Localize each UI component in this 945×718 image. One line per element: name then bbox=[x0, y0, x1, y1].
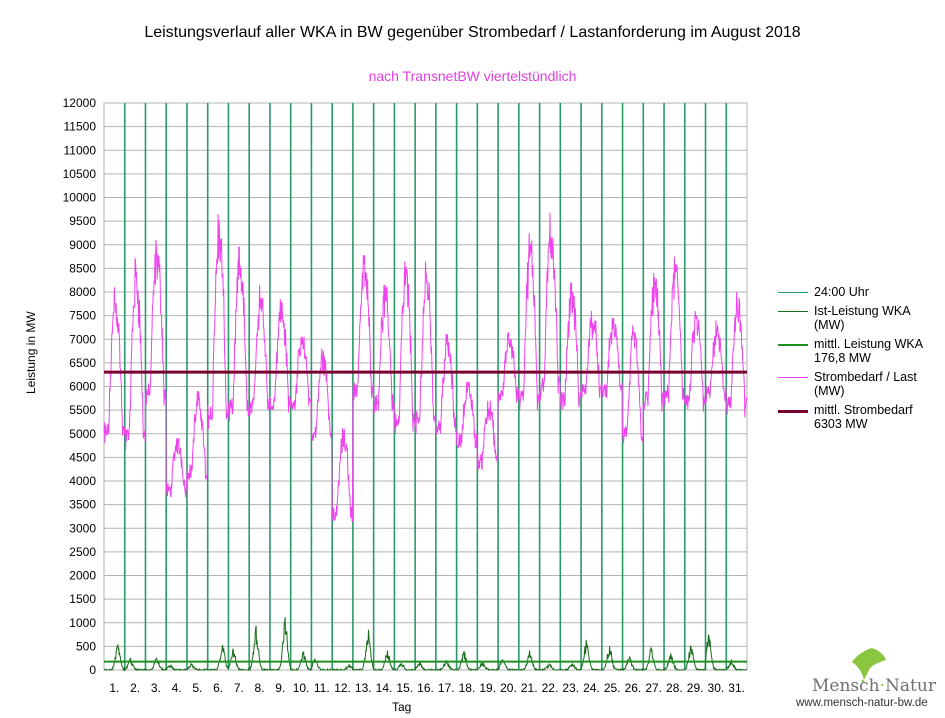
y-tick-label: 12000 bbox=[63, 96, 97, 110]
y-tick-label: 8500 bbox=[69, 261, 96, 275]
legend-label: 6303 MW bbox=[814, 417, 868, 431]
x-tick-label: 11. bbox=[314, 681, 330, 695]
legend-label: 24:00 Uhr bbox=[814, 285, 869, 299]
y-tick-label: 11500 bbox=[64, 120, 97, 134]
y-axis-title: Leistung in MW bbox=[24, 311, 38, 394]
x-tick-label: 14. bbox=[376, 681, 393, 695]
x-tick-label: 31. bbox=[728, 681, 745, 695]
x-tick-label: 28. bbox=[666, 681, 683, 695]
logo-text: Mensch·Natur bbox=[812, 676, 936, 696]
x-tick-label: 7. bbox=[234, 681, 244, 695]
logo-url[interactable]: www.mensch-natur-bw.de bbox=[796, 697, 928, 709]
x-tick-label: 21. bbox=[521, 681, 538, 695]
legend-item: Strombedarf / Last (MW) bbox=[776, 370, 945, 398]
chart-title: Leistungsverlauf aller WKA in BW gegenüb… bbox=[144, 24, 801, 41]
x-axis-ticks: 1. 2. 3. 4. 5. 6. 7. 8. 9. 10. 11. 12. 13. 14. 15. 16. 1… bbox=[109, 681, 745, 695]
x-tick-label: 27. bbox=[645, 681, 662, 695]
y-tick-label: 2000 bbox=[69, 569, 96, 583]
load-line bbox=[103, 212, 748, 523]
x-tick-label: 16. bbox=[417, 681, 434, 695]
grid bbox=[103, 102, 748, 671]
legend-item: mittl. Leistung WKA 176,8 MW bbox=[776, 337, 945, 365]
y-tick-label: 3000 bbox=[69, 521, 96, 535]
y-tick-label: 1500 bbox=[69, 592, 96, 606]
y-tick-label: 2500 bbox=[69, 545, 96, 559]
x-tick-label: 19. bbox=[479, 681, 496, 695]
y-tick-label: 1000 bbox=[69, 616, 96, 630]
x-tick-label: 5. bbox=[192, 681, 202, 695]
y-tick-label: 10500 bbox=[63, 167, 97, 181]
y-tick-label: 4000 bbox=[69, 474, 96, 488]
wka-line bbox=[103, 617, 747, 672]
y-tick-label: 7500 bbox=[69, 309, 96, 323]
x-tick-label: 20. bbox=[500, 681, 517, 695]
y-tick-label: 11000 bbox=[64, 143, 97, 157]
x-tick-label: 15. bbox=[396, 681, 413, 695]
legend-label: mittl. Strombedarf bbox=[814, 403, 913, 417]
ginkgo-leaf-icon bbox=[852, 648, 886, 682]
y-tick-label: 6000 bbox=[69, 380, 96, 394]
legend-swatch bbox=[778, 344, 808, 346]
chart-subtitle: nach TransnetBW viertelstündlich bbox=[368, 68, 577, 84]
legend-label: (MW) bbox=[814, 318, 845, 332]
x-tick-label: 23. bbox=[562, 681, 579, 695]
x-tick-label: 9. bbox=[275, 681, 285, 695]
x-tick-label: 8. bbox=[255, 681, 265, 695]
legend-item: mittl. Strombedarf 6303 MW bbox=[776, 403, 945, 431]
legend-label: mittl. Leistung WKA bbox=[814, 337, 924, 351]
y-tick-label: 6500 bbox=[69, 356, 96, 370]
x-tick-label: 2. bbox=[130, 681, 140, 695]
x-tick-label: 6. bbox=[213, 681, 223, 695]
x-tick-label: 17. bbox=[438, 681, 455, 695]
x-tick-label: 24. bbox=[583, 681, 600, 695]
x-tick-label: 22. bbox=[542, 681, 559, 695]
legend-item: Ist-Leistung WKA (MW) bbox=[776, 304, 945, 332]
x-tick-label: 10. bbox=[293, 681, 310, 695]
x-tick-label: 30. bbox=[708, 681, 725, 695]
x-tick-label: 1. bbox=[109, 681, 119, 695]
legend-label: Ist-Leistung WKA bbox=[814, 304, 911, 318]
y-tick-label: 9500 bbox=[69, 214, 96, 228]
legend-swatch bbox=[778, 377, 808, 378]
x-axis-title: Tag bbox=[392, 700, 412, 714]
legend-label: (MW) bbox=[814, 384, 845, 398]
x-tick-label: 26. bbox=[625, 681, 642, 695]
x-tick-label: 13. bbox=[355, 681, 372, 695]
x-tick-label: 18. bbox=[459, 681, 476, 695]
y-tick-label: 500 bbox=[76, 639, 96, 653]
legend-label: Strombedarf / Last bbox=[814, 370, 917, 384]
mean-lines bbox=[104, 370, 747, 663]
y-tick-label: 9000 bbox=[69, 238, 96, 252]
x-tick-label: 3. bbox=[151, 681, 161, 695]
y-axis-ticks: 0 500 1000 1500 2000 2500 3000 3500 4000 4500 5000… bbox=[63, 96, 97, 677]
legend: 24:00 Uhr Ist-Leistung WKA (MW) mittl. Leis… bbox=[776, 285, 945, 436]
y-tick-label: 0 bbox=[89, 663, 96, 677]
y-tick-label: 5000 bbox=[69, 427, 96, 441]
y-tick-label: 10000 bbox=[63, 191, 97, 205]
x-tick-label: 12. bbox=[334, 681, 351, 695]
y-tick-label: 4500 bbox=[69, 450, 96, 464]
series-load bbox=[103, 212, 748, 523]
legend-swatch bbox=[778, 410, 808, 413]
legend-swatch bbox=[778, 292, 808, 293]
legend-item: 24:00 Uhr bbox=[776, 285, 945, 299]
x-tick-label: 25. bbox=[604, 681, 621, 695]
y-tick-label: 5500 bbox=[69, 403, 96, 417]
y-tick-label: 8000 bbox=[69, 285, 96, 299]
series-wka bbox=[103, 617, 747, 672]
x-tick-label: 4. bbox=[172, 681, 182, 695]
legend-swatch bbox=[778, 311, 808, 312]
y-tick-label: 3500 bbox=[69, 498, 96, 512]
x-tick-label: 29. bbox=[687, 681, 704, 695]
legend-label: 176,8 MW bbox=[814, 351, 871, 365]
y-tick-label: 7000 bbox=[69, 332, 96, 346]
